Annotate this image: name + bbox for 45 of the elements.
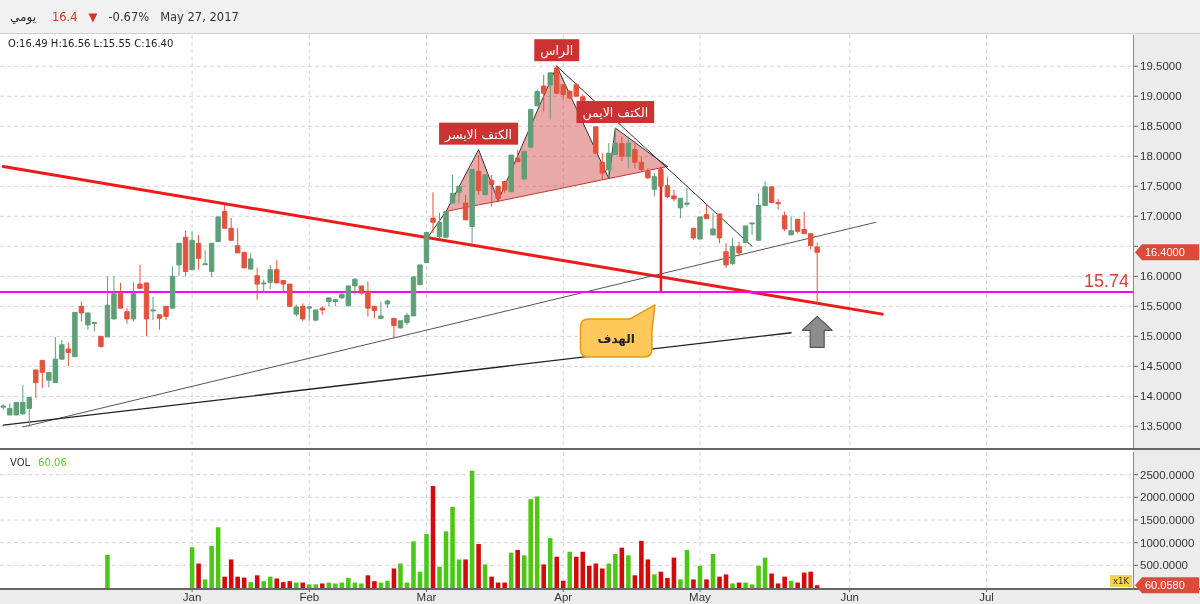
x-tick-label: May: [689, 591, 712, 603]
annotation: الكتف الايسر: [444, 126, 513, 143]
x-tick-label: Jan: [182, 591, 202, 603]
note: الكتف الايسر: [439, 122, 519, 145]
text: 16.4: [51, 10, 78, 24]
axis-tag: 16.4000: [1135, 244, 1199, 261]
ref-line: 15.74: [0, 270, 1134, 293]
y-tick-label: 18.5000: [1140, 120, 1182, 133]
y-tick-label: 500.0000: [1140, 559, 1188, 572]
note: الهدف: [579, 304, 656, 358]
y-tick-label: 13.5000: [1140, 420, 1182, 433]
ref-line-label: 15.74: [1083, 270, 1129, 291]
note: الكتف الايمن: [576, 101, 655, 124]
text: ▼: [88, 10, 98, 24]
y-tick-label: 1000.0000: [1140, 536, 1195, 549]
text: 60.06: [38, 457, 67, 468]
y-tick-label: 14.0000: [1140, 390, 1182, 403]
y-tick-label: 19.5000: [1140, 60, 1182, 73]
y-tick-label: 19.0000: [1140, 90, 1182, 103]
annotation: الهدف: [597, 331, 635, 346]
x-tick-label: Feb: [299, 591, 320, 603]
y-tick-label: 16.0000: [1140, 270, 1182, 283]
text: May 27, 2017: [160, 10, 239, 24]
x-tick-label: Jul: [979, 591, 994, 603]
y-tick-label: 17.0000: [1140, 210, 1182, 223]
annotation: الراس: [540, 43, 574, 60]
x-tick-label: Apr: [554, 591, 573, 603]
text: VOL: [10, 457, 31, 468]
y-tick-label: 18.0000: [1140, 150, 1182, 163]
chart-subtitle: O:16.49 H:16.56 L:15.55 C:16.40: [8, 38, 174, 49]
text: -0.67%: [108, 10, 150, 24]
note: الراس: [534, 39, 580, 62]
y-tick-label: 14.5000: [1140, 360, 1182, 373]
x-tick-label: Jun: [840, 591, 860, 603]
chart-title: يومي: [10, 10, 36, 25]
y-tick-label: 2000.0000: [1140, 491, 1195, 504]
y-tick-label: 15.5000: [1140, 300, 1182, 313]
y-tick-label: 1500.0000: [1140, 514, 1195, 526]
annotation: الكتف الايمن: [582, 105, 649, 122]
y-tick-label: 17.5000: [1140, 180, 1182, 193]
x-tick-label: Mar: [416, 591, 437, 603]
axis-tag: 60.0580: [1135, 577, 1199, 594]
badge: x1K: [1110, 575, 1132, 587]
y-tick-label: 15.0000: [1140, 330, 1182, 343]
y-tick-label: 2500.0000: [1140, 468, 1195, 481]
